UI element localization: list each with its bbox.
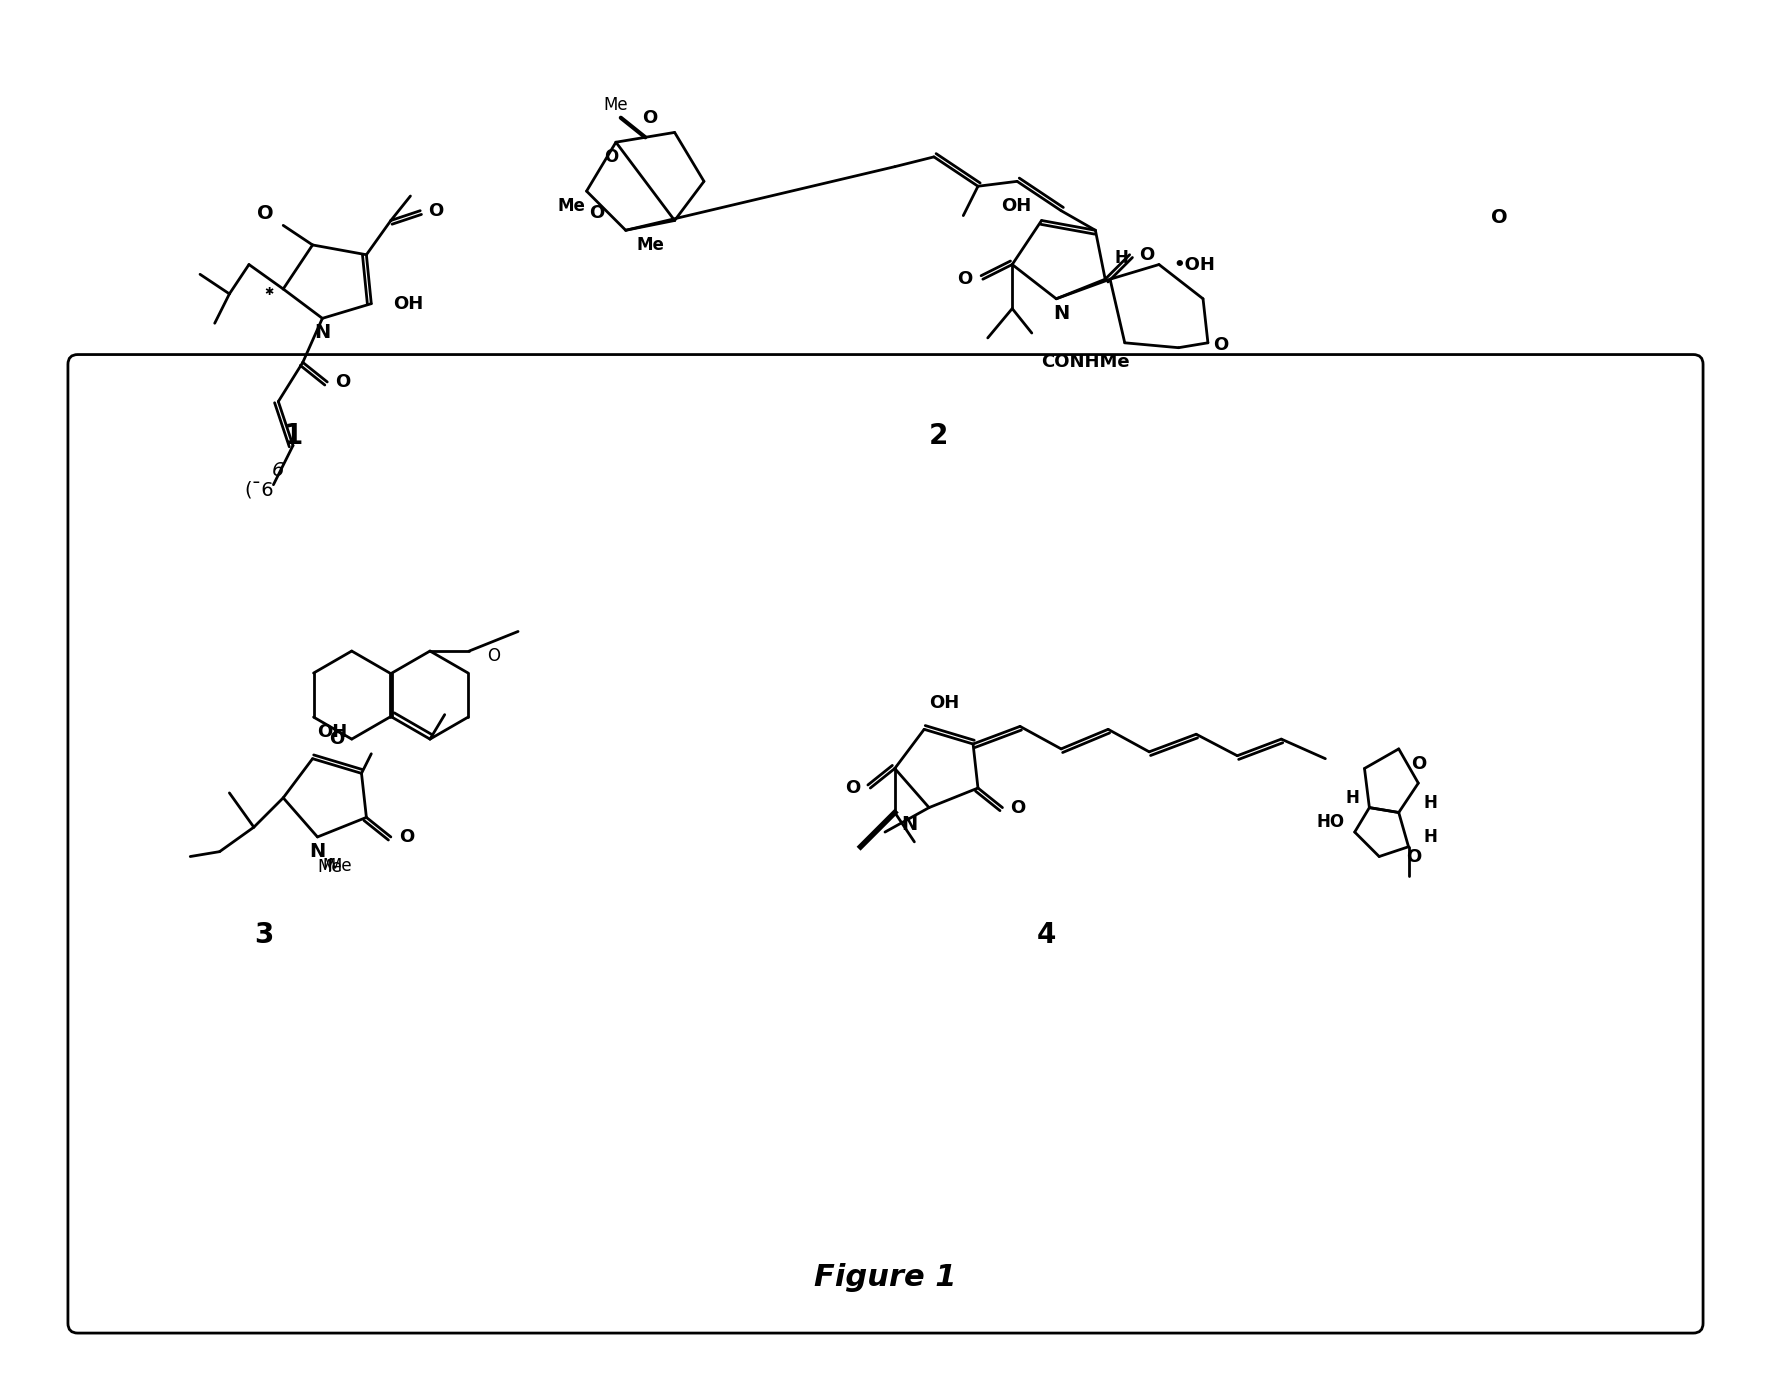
Text: O: O: [1491, 208, 1507, 228]
Text: H: H: [1116, 250, 1128, 267]
Text: Me: Me: [636, 236, 664, 254]
Text: H: H: [1424, 828, 1436, 847]
Text: N: N: [1054, 303, 1070, 323]
Text: Me: Me: [317, 859, 342, 876]
Text: Me: Me: [558, 197, 586, 215]
Text: •OH: •OH: [1174, 256, 1215, 274]
Text: H: H: [1424, 793, 1436, 812]
Text: O: O: [329, 731, 345, 749]
Text: O: O: [845, 780, 861, 798]
Text: N: N: [310, 842, 326, 861]
Text: O: O: [643, 109, 657, 127]
Text: O: O: [257, 204, 275, 224]
Text: 4: 4: [1036, 921, 1056, 949]
Text: (¯6: (¯6: [244, 481, 273, 499]
Text: ✱: ✱: [264, 286, 273, 298]
Text: N: N: [901, 816, 917, 834]
Text: 2: 2: [930, 422, 949, 450]
Text: 6: 6: [273, 461, 285, 479]
Text: O: O: [1213, 335, 1227, 353]
Text: O: O: [487, 647, 499, 665]
Text: O: O: [604, 148, 618, 166]
Text: O: O: [1406, 848, 1420, 866]
Text: O: O: [335, 373, 351, 391]
Text: HO: HO: [1318, 813, 1344, 831]
Text: O: O: [1411, 754, 1426, 773]
Text: O: O: [958, 270, 972, 288]
Text: 3: 3: [253, 921, 273, 949]
Text: O: O: [1139, 246, 1155, 264]
Text: Figure 1: Figure 1: [813, 1263, 956, 1292]
Text: CONHMe: CONHMe: [1041, 353, 1130, 372]
Text: O: O: [588, 204, 604, 222]
Text: O: O: [429, 201, 443, 219]
Text: N: N: [313, 323, 331, 342]
Text: M: M: [322, 859, 335, 873]
Text: O: O: [398, 828, 414, 847]
FancyBboxPatch shape: [67, 355, 1704, 1333]
Text: OH: OH: [393, 295, 423, 313]
Text: OH: OH: [930, 694, 960, 711]
Text: 1: 1: [283, 422, 303, 450]
Text: H: H: [1346, 789, 1360, 807]
Text: OH: OH: [317, 724, 347, 740]
Text: Me: Me: [604, 96, 629, 115]
Text: Me: Me: [328, 856, 352, 875]
Text: OH: OH: [1002, 197, 1032, 215]
Text: O: O: [1009, 799, 1025, 817]
